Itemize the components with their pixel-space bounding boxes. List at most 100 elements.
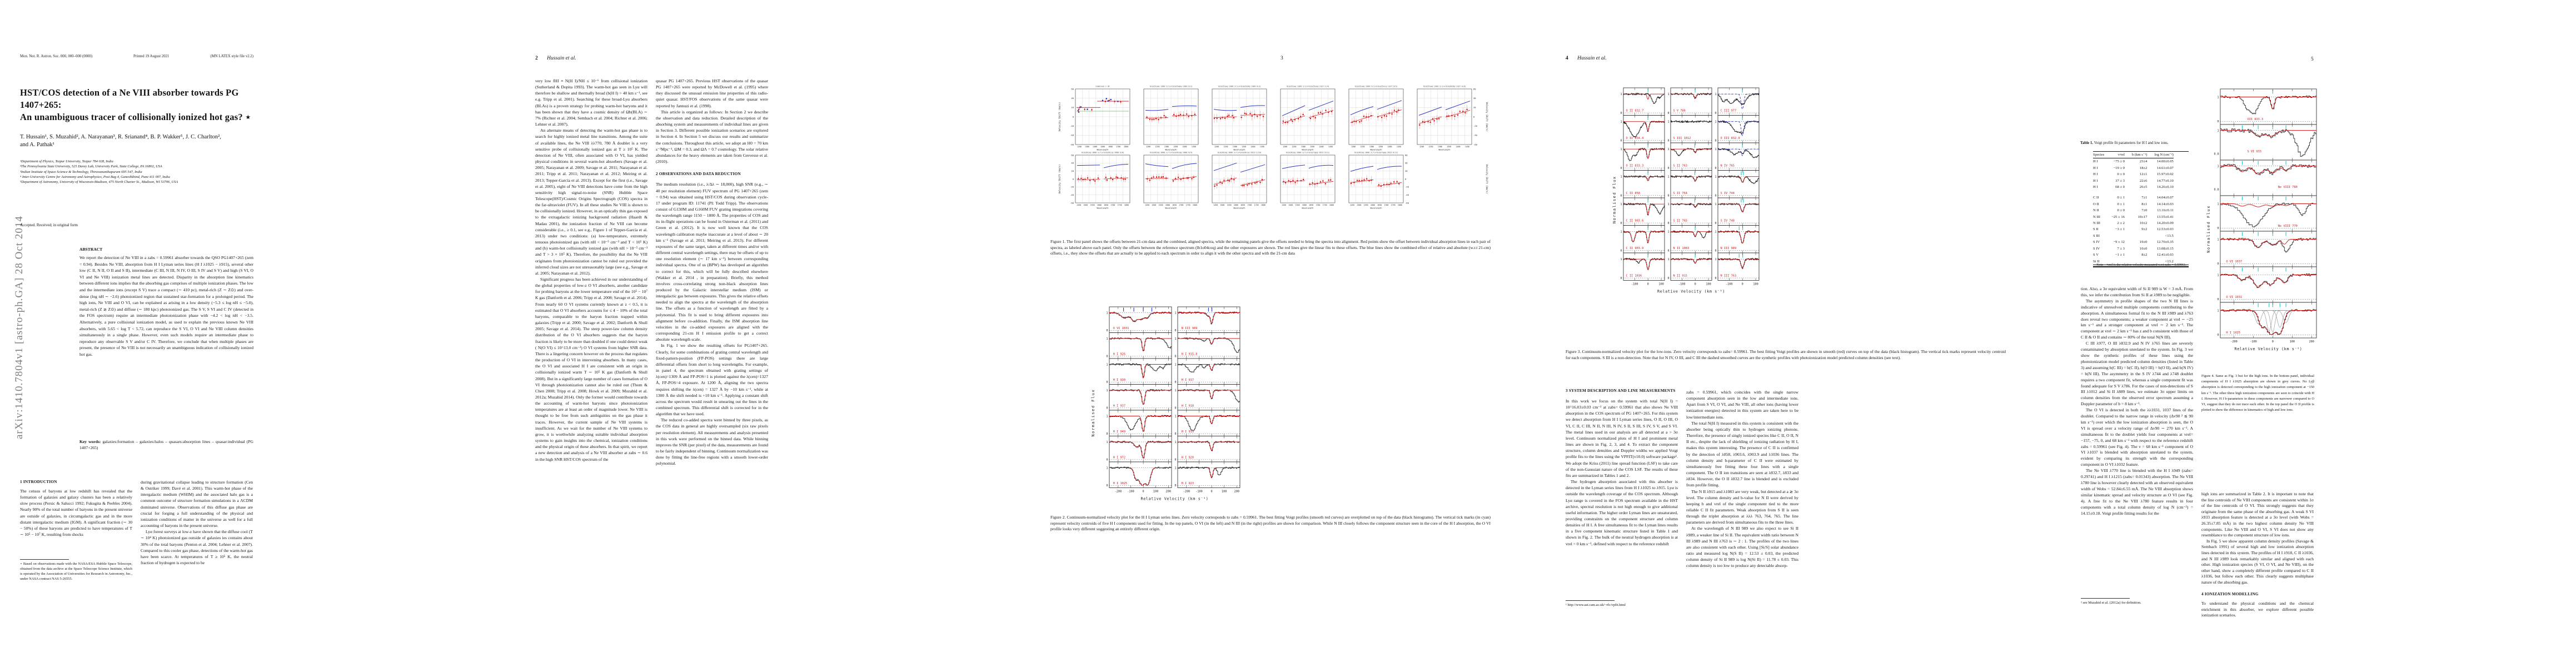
arxiv-id-text: arXiv:1410.7804v1 [astro-ph.GA] 28 Oct 2… — [13, 216, 25, 439]
author-list: T. Hussain¹, S. Muzahid², A. Narayanan³,… — [20, 133, 259, 149]
svg-text:0: 0 — [1405, 177, 1407, 180]
journal-header: Mon. Not. R. Astron. Soc. 000, 000–000 (… — [20, 54, 253, 58]
affiliation: ²The Pennsylvania State University, 525 … — [20, 165, 162, 169]
svg-text:H I 1025: H I 1025 — [2226, 331, 2240, 335]
svg-text:0: 0 — [1667, 112, 1669, 115]
svg-text:1: 1 — [1106, 311, 1108, 315]
running-head-authors: Hussain et al. — [1577, 56, 1607, 61]
svg-text:1450: 1450 — [1350, 204, 1354, 206]
svg-text:1: 1 — [1620, 258, 1622, 261]
svg-text:1: 1 — [1715, 175, 1716, 178]
svg-text:0: 0 — [1106, 432, 1108, 436]
svg-text:C II 903.9: C II 903.9 — [1626, 247, 1643, 250]
svg-text:60: 60 — [1071, 87, 1074, 90]
svg-text:0: 0 — [1174, 484, 1176, 487]
table-cell: 13.08±0.15 — [2156, 246, 2174, 251]
svg-text:1: 1 — [1715, 93, 1716, 96]
page-number: 3 — [1280, 56, 1283, 61]
svg-text:Wavelength: Wavelength — [1097, 207, 1108, 210]
svg-text:Wavelength: Wavelength — [1233, 149, 1245, 151]
table-cell: S II — [2093, 227, 2099, 232]
table-cell: 26±5 — [2139, 185, 2148, 190]
svg-text:C III 977: C III 977 — [1720, 109, 1736, 113]
page-number: 4 — [1566, 56, 1568, 61]
table-cell: 18±2 — [2139, 166, 2148, 170]
keywords-label: Key words: — [79, 439, 101, 444]
table-cell: −25 ± 16 — [2111, 215, 2125, 219]
svg-text:1: 1 — [2217, 309, 2219, 312]
svg-text:0: 0 — [1106, 459, 1108, 462]
svg-text:0: 0 — [1106, 381, 1108, 384]
svg-text:Normalised Flux: Normalised Flux — [1091, 389, 1095, 437]
svg-text:1: 1 — [1715, 148, 1716, 151]
svg-text:1750: 1750 — [1186, 204, 1190, 206]
paragraph: during gravitational collapse leading to… — [141, 480, 253, 529]
svg-text:1450: 1450 — [1397, 146, 1401, 148]
svg-text:1650: 1650 — [1377, 204, 1382, 206]
svg-text:1600: 1600 — [1165, 204, 1170, 206]
svg-text:0: 0 — [2217, 262, 2219, 266]
svg-text:N IV 765: N IV 765 — [1720, 165, 1735, 168]
table-cell: 9±2 — [2141, 227, 2148, 232]
running-head-authors: Hussain et al. — [547, 56, 576, 61]
svg-text:Wavelength: Wavelength — [1165, 149, 1177, 151]
footnote-rule — [2081, 598, 2130, 599]
svg-text:H I 920: H I 920 — [1182, 456, 1194, 459]
svg-text:-60: -60 — [1405, 201, 1409, 204]
paragraph: The Ne VIII λ770 line is blended with th… — [2081, 468, 2193, 516]
table-cell: 23±4 — [2139, 160, 2148, 164]
svg-text:0: 0 — [1620, 139, 1622, 142]
svg-text:-20: -20 — [1473, 125, 1478, 127]
paragraph: C III λ977, O III λ832.9 and N IV λ765 l… — [2081, 341, 2193, 407]
svg-text:1: 1 — [1667, 203, 1669, 206]
svg-text:1550: 1550 — [1159, 204, 1163, 206]
svg-text:1: 1 — [1715, 258, 1716, 261]
svg-text:-200: -200 — [1183, 490, 1190, 494]
page5-col2: high ions are summarized in Table 2. It … — [2201, 491, 2314, 619]
svg-text:0: 0 — [1174, 329, 1176, 332]
table-header-cell: log N (cm⁻²) — [2154, 153, 2174, 157]
svg-text:1500: 1500 — [1100, 146, 1105, 148]
svg-text:1450: 1450 — [1328, 146, 1333, 148]
svg-text:20: 20 — [1071, 170, 1074, 172]
svg-text:40: 40 — [1071, 162, 1074, 165]
svg-text:1200: 1200 — [1283, 146, 1287, 148]
page2-col2-bottom: The medium resolution (i.e., λ/Δλ ∼ 18,0… — [656, 181, 768, 466]
svg-text:20: 20 — [1071, 106, 1074, 109]
svg-text:0: 0 — [2217, 120, 2219, 123]
table-1: Species vᵃrel b (km s⁻¹) log N (cm⁻²) H I −75… — [2093, 151, 2189, 267]
svg-text:0: 0 — [1667, 139, 1669, 142]
table-cell: C II — [2093, 196, 2099, 200]
figure-3-low-ions-plot: Normalised Flux 1 0 O II 832.7 1 0 S V 786 1 0 C … — [1611, 83, 1772, 304]
svg-text:1600: 1600 — [1302, 204, 1307, 206]
svg-text:1250: 1250 — [1292, 146, 1297, 148]
svg-text:100: 100 — [1222, 490, 1227, 494]
table-cell: 2 ± 2 — [2117, 221, 2125, 226]
svg-text:1: 1 — [1106, 337, 1108, 341]
table-cell: Si II — [2093, 259, 2100, 263]
page5-col2-top: high ions are summarized in Table 2. It … — [2201, 491, 2314, 586]
paragraph: In Fig. 5 we show apparent column densit… — [2201, 538, 2314, 585]
paragraph: quasar PG 1407+265. Previous HST observa… — [656, 78, 768, 108]
svg-text:1: 1 — [1667, 148, 1669, 151]
svg-text:-60: -60 — [1070, 201, 1074, 204]
svg-text:lb1o26zoq:1600:1(7)vlb1o26zjq:: lb1o26zoq:1600:1(7)vlb1o26zjq:1600:3(8) — [1081, 152, 1124, 154]
table-cell: 19±0 — [2139, 240, 2148, 245]
svg-text:1: 1 — [1620, 175, 1622, 178]
svg-text:1: 1 — [1174, 415, 1176, 418]
table-row: S III <13.5 — [2093, 233, 2174, 239]
table-row: S V −1 ± 1 8±2 12.41±0.03 — [2093, 252, 2174, 258]
svg-text:lb1o25jwq:1309:1(1)vlb1o26z6q:: lb1o25jwq:1309:1(1)vlb1o26z6q:1327:4(6) — [1423, 86, 1466, 88]
paragraph: The total N(H I) measured in this system… — [1686, 420, 1798, 488]
svg-text:0: 0 — [1715, 194, 1716, 197]
paragraph: At the wavelength of N III 989 we also e… — [1686, 526, 1798, 569]
figure-1-caption: Figure 1. The first panel shows the offs… — [1050, 239, 1491, 256]
table-row: N II 0 ± 0 7±0 13.16±0.11 — [2093, 207, 2174, 213]
svg-text:-40: -40 — [1070, 193, 1074, 196]
table-cell — [2147, 190, 2173, 195]
svg-text:1600: 1600 — [1097, 204, 1102, 206]
svg-text:100: 100 — [1706, 283, 1711, 286]
svg-text:60: 60 — [1071, 153, 1074, 156]
svg-text:N II 1083: N II 1083 — [1673, 247, 1689, 250]
svg-text:40: 40 — [1071, 97, 1074, 99]
